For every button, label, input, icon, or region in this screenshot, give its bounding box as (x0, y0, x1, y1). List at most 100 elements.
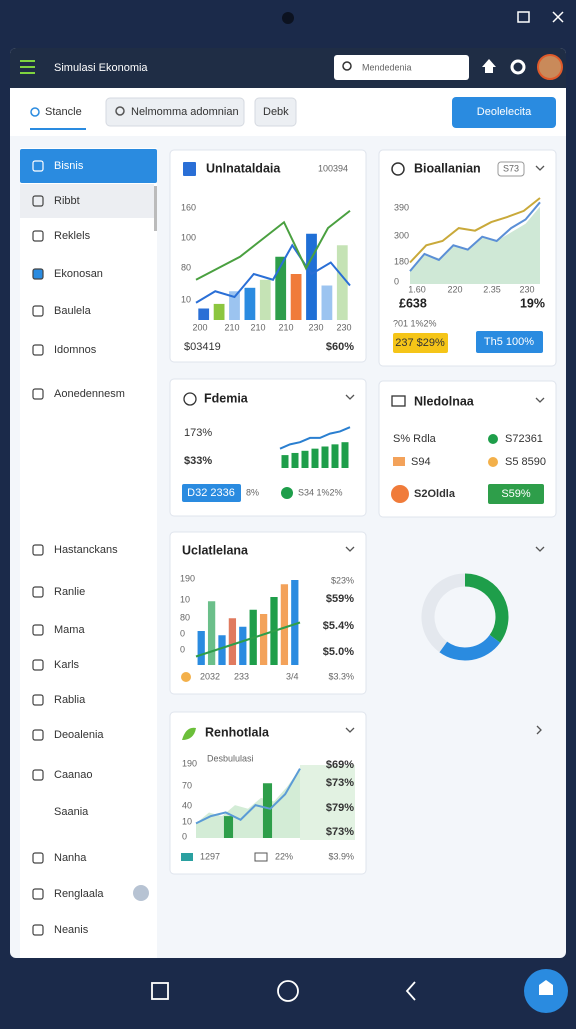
bar (218, 635, 226, 665)
line (195, 621, 301, 658)
label: 1.60 (408, 284, 426, 294)
search-box[interactable] (334, 55, 469, 80)
label: $3.3% (328, 671, 354, 681)
nav-home[interactable] (277, 980, 299, 1002)
label[interactable]: Idomnos (54, 344, 97, 356)
nav-square[interactable] (151, 982, 169, 1000)
label: 100 (181, 232, 196, 242)
label: Mendedenia (362, 62, 412, 72)
leaf-icon (182, 727, 196, 740)
label[interactable]: Neanis (54, 924, 89, 936)
label: Bioallanian (414, 161, 481, 175)
label[interactable]: Deoalenia (54, 729, 104, 741)
chevron[interactable] (535, 546, 545, 552)
label: S34 1%2% (298, 487, 343, 497)
label: $73% (326, 777, 354, 789)
tab-underline (30, 128, 86, 130)
sidebar-icon (32, 852, 44, 864)
bar (275, 256, 287, 320)
card-icon (391, 162, 405, 176)
chevron[interactable] (536, 725, 542, 735)
chevron[interactable] (535, 165, 545, 171)
toolbar-search[interactable] (105, 97, 245, 127)
label[interactable]: Ribbt (54, 195, 80, 207)
label: $5.0% (323, 646, 354, 658)
label[interactable]: Hastanckans (54, 544, 118, 556)
sidebar-icon (32, 694, 44, 706)
settings-icon[interactable] (510, 59, 526, 75)
label: Desbululasi (207, 753, 254, 763)
label: Th5 100% (484, 336, 534, 348)
dot (391, 485, 409, 503)
filter-button[interactable] (254, 97, 297, 127)
bar (213, 303, 225, 320)
label: S94 (411, 456, 431, 468)
label[interactable]: Karls (54, 659, 80, 671)
tool-icon[interactable] (482, 59, 496, 73)
area (410, 206, 540, 284)
label: S% Rdla (393, 433, 437, 445)
sidebar-icon (32, 160, 44, 172)
bar (244, 287, 256, 320)
sidebar-icon (32, 268, 44, 280)
label[interactable]: Saania (54, 806, 89, 818)
bar (197, 631, 205, 665)
label: 80 (181, 262, 191, 272)
label: 10 (181, 294, 191, 304)
label[interactable]: Aonedennesm (54, 388, 125, 400)
label: $03419 (184, 341, 221, 353)
label: 2.35 (483, 284, 501, 294)
bar (301, 450, 309, 468)
label[interactable]: Nanha (54, 852, 87, 864)
sidebar-icon (32, 230, 44, 242)
button[interactable] (488, 484, 544, 504)
bar (336, 245, 348, 320)
menu-icon[interactable] (20, 60, 35, 74)
tab-icon (30, 107, 40, 117)
label[interactable]: Rablia (54, 694, 86, 706)
label: S73 (503, 163, 519, 173)
nav-back[interactable] (405, 981, 416, 1001)
label: 230 (519, 284, 534, 294)
button[interactable] (476, 331, 543, 353)
chevron[interactable] (535, 397, 545, 403)
sidebar-icon (32, 659, 44, 671)
maximize-icon[interactable] (517, 11, 530, 23)
label: 10 (180, 594, 190, 604)
label: 180 (394, 256, 409, 266)
label[interactable]: Baulela (54, 305, 92, 317)
action-button[interactable] (452, 97, 556, 128)
label[interactable]: Bisnis (54, 160, 84, 172)
label: Uclatlelana (182, 543, 249, 557)
sidebar-icon (32, 924, 44, 936)
label[interactable]: Ranlie (54, 586, 85, 598)
pill[interactable] (182, 484, 241, 502)
dot (181, 853, 193, 861)
chevron[interactable] (345, 394, 355, 400)
label: 230 (336, 322, 351, 332)
label[interactable]: Mama (54, 624, 85, 636)
label: 3/4 (286, 671, 299, 681)
sidebar-active[interactable] (20, 149, 157, 183)
label[interactable]: Renglaala (54, 888, 104, 900)
bar (290, 274, 302, 320)
label[interactable]: Caanao (54, 769, 93, 781)
label[interactable]: Reklels (54, 230, 91, 242)
label: D32 2336 (187, 487, 235, 499)
search-icon (115, 106, 125, 116)
donut-segment (421, 573, 466, 653)
label: 160 (181, 202, 196, 212)
sidebar-icon (32, 544, 44, 556)
label: 40 (182, 800, 192, 810)
chevron[interactable] (345, 727, 355, 733)
sidebar-hover[interactable] (20, 184, 154, 218)
sidebar-icon (32, 586, 44, 598)
avatar[interactable] (537, 54, 563, 80)
chevron[interactable] (345, 546, 355, 552)
label: $3.9% (328, 851, 354, 861)
label[interactable]: Ekonosan (54, 268, 103, 280)
label: S59% (501, 488, 531, 500)
close-icon[interactable] (552, 11, 564, 23)
button[interactable] (393, 333, 448, 353)
